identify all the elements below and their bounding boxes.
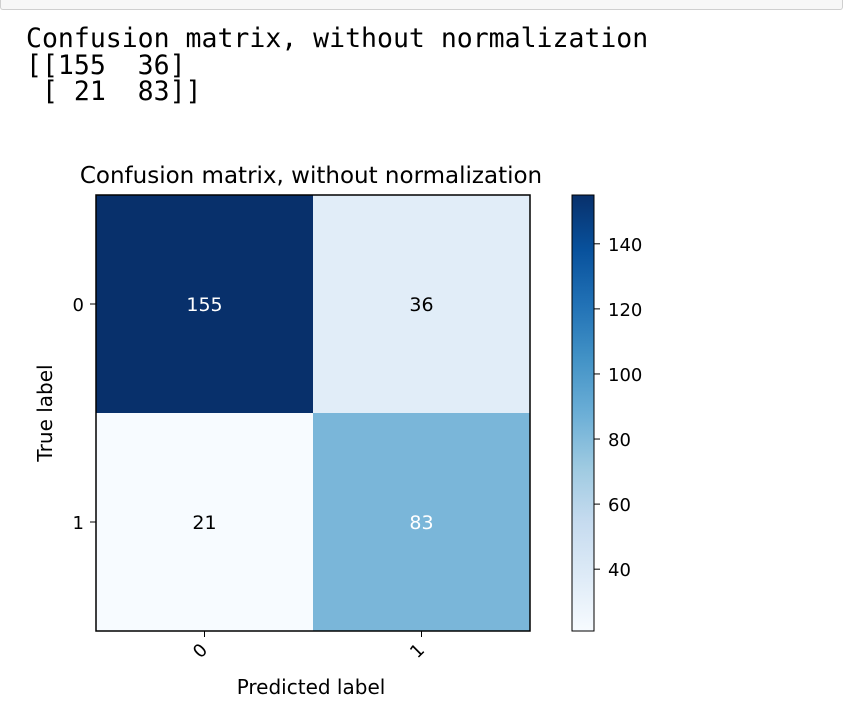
cell-output-text: Confusion matrix, without normalization … [26,23,649,107]
colorbar-tick-label: 40 [608,560,631,581]
colorbar-tick-label: 120 [608,300,642,321]
x-axis-label: Predicted label [237,675,386,699]
previous-cell-edge [0,0,843,10]
cell-value-label: 83 [409,512,433,534]
matrix-cell-0-1 [313,195,530,413]
matrix-cell-1-0 [96,413,313,631]
colorbar-tick-label: 80 [608,430,631,451]
y-tick-label: 0 [73,295,84,316]
colorbar-tick-label: 140 [608,235,642,256]
colorbar [571,194,595,632]
colorbar-tick-label: 60 [608,495,631,516]
cell-value-label: 36 [409,294,433,316]
colorbar-tick-label: 100 [608,365,642,386]
y-tick-label: 1 [73,513,84,534]
matrix-cell-1-1 [313,413,530,631]
y-axis-label: True label [33,364,57,462]
cell-value-label: 21 [192,512,216,534]
cell-value-label: 155 [186,294,222,316]
stdout-line-1: Confusion matrix, without normalization [26,23,649,54]
chart-title: Confusion matrix, without normalization [80,163,542,189]
x-tick-label: 0 [189,640,212,663]
matrix-frame [95,194,531,632]
confusion-matrix-chart: Confusion matrix, without normalization … [33,163,642,699]
stdout-line-2: [[155 36] [26,49,186,81]
matrix-cell-0-0 [96,195,313,413]
stdout-line-3: [ 21 83]] [26,76,202,107]
x-tick-label: 1 [406,640,429,663]
